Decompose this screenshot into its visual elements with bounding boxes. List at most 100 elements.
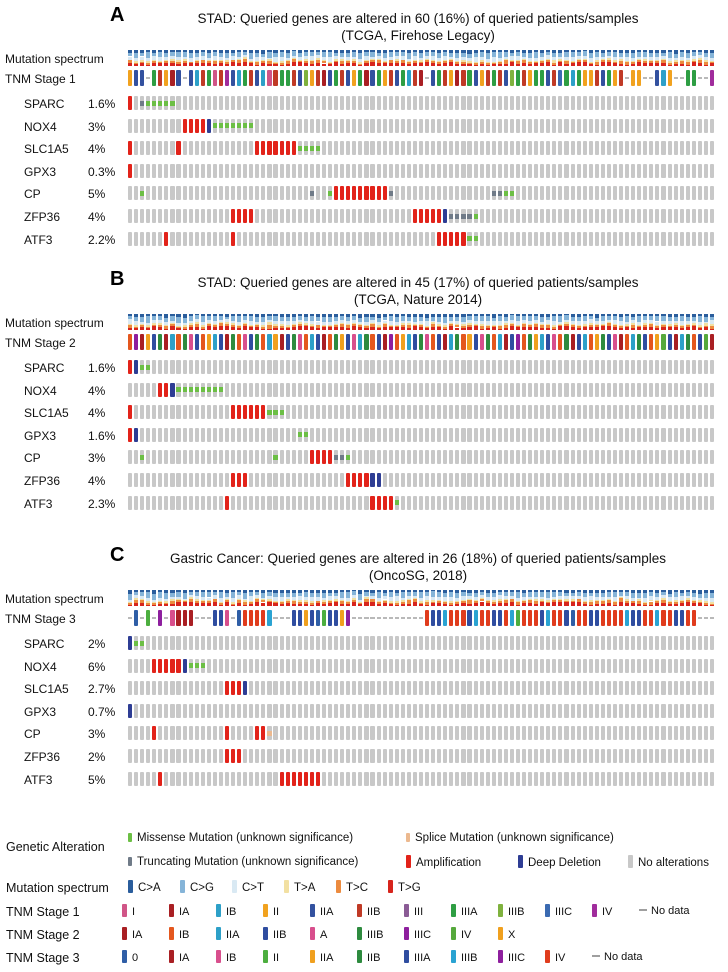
sample-alteration-bar [406,427,411,442]
spectrum-sample-bar [515,314,521,330]
spectrum-sample-bar [303,50,308,66]
tnm-stage-bar [194,334,199,350]
sample-alteration-bar [570,360,575,374]
spectrum-sample-bar [570,50,575,66]
spectrum-segment [285,324,290,327]
spectrum-segment [540,592,545,597]
spectrum-segment [376,322,381,325]
tnm-stage-bar [431,610,436,626]
spectrum-segment [509,590,514,592]
sample-alteration-bar [552,360,557,374]
sample-alteration-bar [243,186,248,201]
spectrum-segment [649,604,654,606]
sample-alteration-bar [134,658,139,673]
sample-alteration-bar [128,495,133,510]
sample-alteration-bar [261,118,266,133]
sample-alteration-bar [455,118,460,133]
sample-alteration-bar [449,473,454,487]
sample-alteration-bar [285,703,290,718]
spectrum-segment [503,324,508,329]
sample-alteration-bar [267,118,272,133]
spectrum-segment [140,321,145,325]
tnm-stage-bar [291,70,296,86]
spectrum-segment [418,601,424,603]
spectrum-segment [291,62,296,66]
spectrum-segment [218,590,224,593]
sample-alteration-bar [534,209,539,223]
spectrum-segment [600,597,605,601]
sample-alteration-bar [146,405,151,420]
tnm-stage-bar [467,610,472,626]
sample-alteration-bar [661,427,666,442]
sample-alteration-bar [400,118,405,133]
sample-alteration-bar [606,703,611,718]
spectrum-sample-bar [479,50,484,66]
spectrum-sample-bar [406,50,411,66]
sample-alteration-bar [667,360,672,374]
spectrum-segment [473,57,478,62]
tnm-stage-bar [315,70,321,86]
sample-alteration-bar [534,96,539,110]
spectrum-segment [128,59,133,61]
spectrum-segment [576,599,581,602]
spectrum-segment [625,53,630,58]
sample-alteration-bar [164,118,169,133]
mutation-box [200,663,205,669]
spectrum-segment [382,50,387,53]
sample-alteration-bar [170,141,175,156]
spectrum-segment [540,61,545,63]
sample-alteration-bar [152,118,157,133]
sample-alteration-bar [182,749,187,763]
gene-name-label: NOX4 [24,119,57,134]
spectrum-segment [249,592,254,597]
sample-alteration-bar [128,427,133,442]
tnm-stage-bar [631,70,636,86]
spectrum-segment [279,325,284,328]
sample-alteration-bar [237,427,242,442]
sample-alteration-bar [140,163,145,178]
sample-alteration-bar [237,658,242,673]
spectrum-segment [425,596,430,600]
spectrum-segment [491,51,496,57]
spectrum-segment [697,600,702,602]
spectrum-segment [643,314,648,316]
spectrum-segment [503,592,508,596]
sample-alteration-bar [382,186,387,201]
gene-row: ZFP36 4% [0,209,728,224]
spectrum-segment [425,55,430,59]
mutation-box [188,663,193,669]
spectrum-segment [346,316,351,322]
spectrum-segment [273,323,278,326]
spectrum-segment [546,59,551,62]
spectrum-segment [431,324,436,328]
spectrum-sample-bar [346,50,351,66]
sample-alteration-bar [600,96,605,110]
sample-alteration-bar [194,96,199,110]
sample-alteration-bar [540,382,545,397]
sample-alteration-bar [170,495,175,510]
spectrum-segment [212,61,217,64]
sample-alteration-bar [673,118,678,133]
sample-alteration-bar [212,749,217,763]
sample-alteration-bar [340,495,345,510]
tnm-stage-bar [321,334,327,350]
spectrum-segment [491,603,496,606]
spectrum-segment [140,50,145,53]
tnm-stage-bar [703,334,708,350]
spectrum-segment [625,57,630,62]
sample-alteration-bar [170,749,175,763]
spectrum-segment [128,314,133,316]
sample-alteration-bar [576,427,581,442]
tnm-stage-bar [643,334,648,350]
spectrum-segment [406,322,411,325]
sample-alteration-bar [231,703,236,718]
spectrum-segment [449,596,454,601]
spectrum-sample-bar [588,314,593,330]
sample-alteration-bar [364,658,369,673]
sample-alteration-bar [176,703,181,718]
sample-alteration-bar [176,495,181,510]
sample-alteration-bar [285,636,290,650]
sample-alteration-bar [509,450,514,465]
spectrum-segment [606,57,611,60]
sample-alteration-bar [515,141,521,156]
